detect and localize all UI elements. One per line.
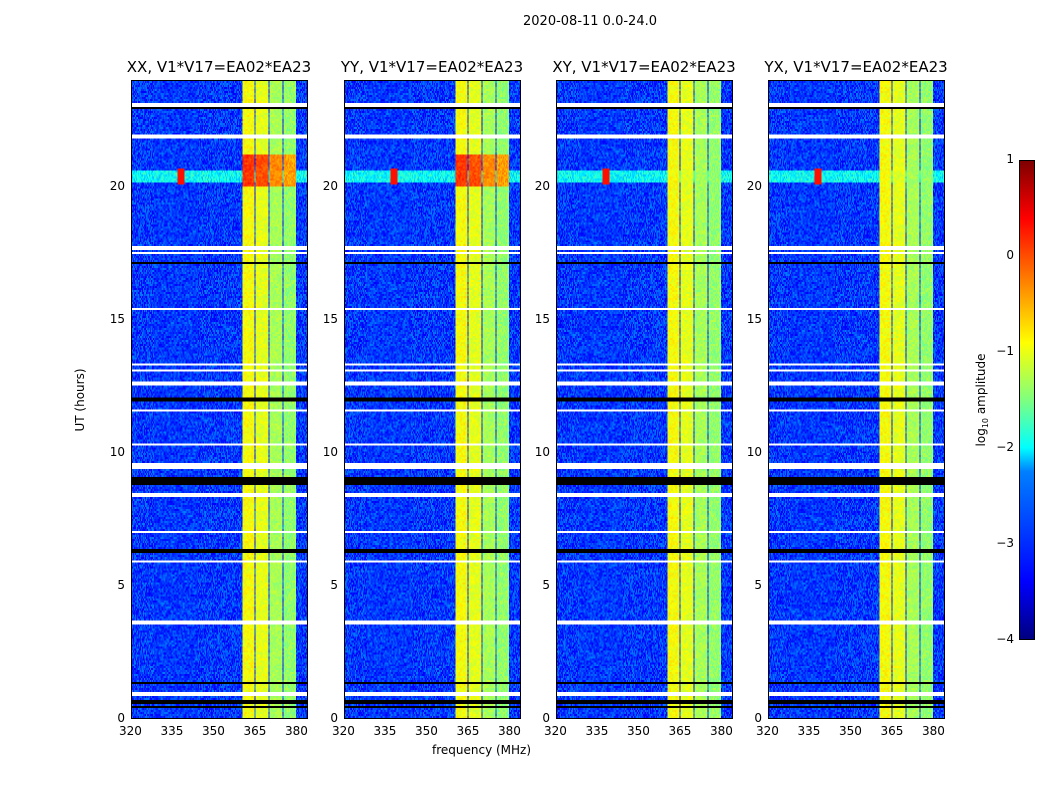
spectrogram-panel [768, 80, 945, 719]
colorbar-tick-label: −1 [996, 344, 1014, 358]
x-tick-label: 380 [497, 724, 521, 738]
spectrogram-image [132, 81, 307, 718]
x-tick-label: 320 [756, 724, 779, 738]
spectrogram-image [557, 81, 732, 718]
y-tick-label: 5 [754, 577, 762, 592]
y-tick-label: 15 [534, 311, 550, 326]
x-tick-label: 380 [921, 724, 945, 738]
y-tick-label: 0 [754, 711, 762, 725]
y-tick-label: 10 [746, 444, 762, 459]
colorbar-tick-label: 0 [1006, 248, 1014, 262]
x-tick-label: 350 [201, 724, 225, 738]
y-tick-label: 20 [109, 178, 125, 193]
spectrogram-panel [344, 80, 521, 719]
panel-title: XY, V1*V17=EA02*EA23 [552, 58, 736, 76]
x-tick-label: 365 [880, 724, 904, 738]
colorbar-tick-label: −2 [996, 440, 1014, 454]
x-tick-label: 365 [456, 724, 480, 738]
x-tick-label: 335 [585, 724, 609, 738]
spectrogram-panel [556, 80, 733, 719]
figure-title: 2020-08-11 0.0-24.0 [523, 14, 657, 29]
x-tick-label: 365 [668, 724, 692, 738]
x-tick-label: 335 [160, 724, 184, 738]
x-tick-label: 335 [797, 724, 821, 738]
x-tick-label: 335 [373, 724, 397, 738]
x-tick-label: 320 [544, 724, 567, 738]
y-axis-label: UT (hours) [73, 368, 87, 432]
spectrogram-panel [131, 80, 308, 719]
y-tick-label: 10 [534, 444, 550, 459]
colorbar-tick-label: 1 [1006, 152, 1014, 166]
colorbar-tick-label: −4 [996, 632, 1014, 646]
panel-title: XX, V1*V17=EA02*EA23 [126, 58, 312, 76]
y-tick-label: 0 [330, 711, 338, 725]
y-tick-label: 20 [534, 178, 550, 193]
y-tick-label: 5 [117, 577, 125, 592]
y-tick-label: 15 [109, 311, 125, 326]
y-tick-label: 20 [746, 178, 762, 193]
y-tick-label: 5 [330, 577, 338, 592]
panel-title: YX, V1*V17=EA02*EA23 [764, 58, 948, 76]
x-tick-label: 350 [626, 724, 650, 738]
y-tick-label: 5 [542, 577, 550, 592]
spectrogram-image [769, 81, 944, 718]
spectrogram-image [345, 81, 520, 718]
x-tick-label: 380 [284, 724, 308, 738]
y-tick-label: 0 [542, 711, 550, 725]
x-tick-label: 350 [838, 724, 862, 738]
colorbar-tick-label: −3 [996, 536, 1014, 550]
colorbar [1019, 160, 1035, 640]
y-tick-label: 10 [109, 444, 125, 459]
y-tick-label: 10 [322, 444, 338, 459]
x-tick-label: 380 [709, 724, 733, 738]
x-tick-label: 320 [332, 724, 355, 738]
x-tick-label: 320 [119, 724, 142, 738]
x-tick-label: 365 [243, 724, 267, 738]
panel-title: YY, V1*V17=EA02*EA23 [340, 58, 524, 76]
colorbar-label: log10 amplitude [973, 353, 991, 447]
y-tick-label: 15 [746, 311, 762, 326]
y-tick-label: 20 [322, 178, 338, 193]
x-axis-label: frequency (MHz) [432, 743, 532, 757]
x-tick-label: 350 [414, 724, 438, 738]
y-tick-label: 0 [117, 711, 125, 725]
y-tick-label: 15 [322, 311, 338, 326]
